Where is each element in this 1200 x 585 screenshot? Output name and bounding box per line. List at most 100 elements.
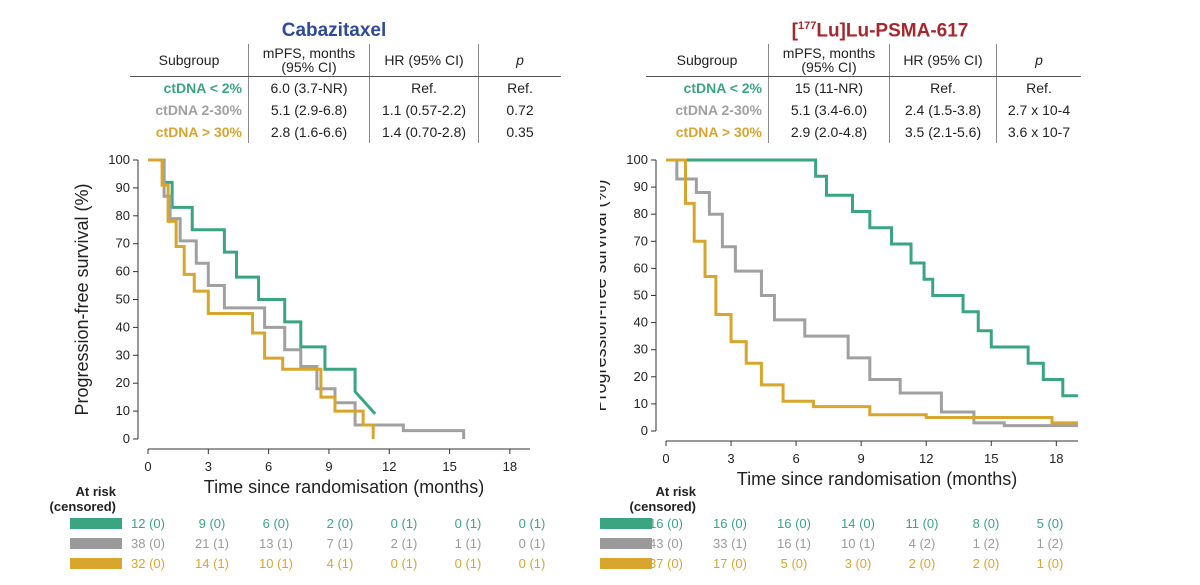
row-p: 3.6 x 10-7 — [996, 121, 1081, 143]
risk-row-swatch — [600, 558, 652, 569]
row-group: ctDNA < 2% — [683, 80, 762, 96]
at-risk-label: At risk (censored) — [49, 484, 116, 514]
y-tick-label: 90 — [116, 180, 130, 195]
series-line-2 — [666, 158, 1078, 428]
y-tick-label: 40 — [634, 315, 648, 330]
col-header-p: p — [996, 44, 1081, 77]
at-risk-count: 4 (2) — [908, 536, 936, 551]
y-tick-label: 90 — [634, 179, 648, 194]
risk-row-swatch — [70, 538, 122, 549]
row-hr: Ref. — [889, 76, 997, 99]
series-line-1 — [666, 158, 1078, 398]
at-risk-count: 33 (1) — [713, 536, 747, 551]
y-tick-label: 10 — [116, 403, 130, 418]
at-risk-count: 10 (1) — [841, 536, 875, 551]
row-mpfs: 15 (11-NR) — [768, 76, 890, 99]
at-risk-count: 3 (0) — [844, 556, 872, 571]
y-axis-label: Progression-free survival (%) — [600, 179, 610, 411]
row-group: ctDNA > 30% — [675, 124, 762, 140]
y-tick-label: 20 — [634, 369, 648, 384]
at-risk-count: 17 (0) — [713, 556, 747, 571]
col-header-mpfs: mPFS, months (95% CI) — [768, 44, 890, 77]
at-risk-count: 37 (0) — [649, 556, 683, 571]
y-tick-label: 80 — [634, 206, 648, 221]
col-header-mpfs: mPFS, months (95% CI) — [248, 44, 370, 77]
col-header-hr: HR (95% CI) — [889, 44, 997, 77]
at-risk-count: 9 (0) — [198, 516, 226, 531]
y-tick-label: 60 — [116, 264, 130, 279]
at-risk-count: 4 (1) — [326, 556, 354, 571]
y-tick-label: 0 — [641, 423, 648, 438]
row-hr: 2.4 (1.5-3.8) — [889, 99, 997, 121]
at-risk-count: 14 (0) — [841, 516, 875, 531]
at-risk-count: 43 (0) — [649, 536, 683, 551]
x-tick-label: 6 — [265, 459, 272, 474]
at-risk-count: 7 (1) — [326, 536, 354, 551]
col-header-subgroup: Subgroup — [646, 44, 769, 77]
y-tick-label: 50 — [116, 292, 130, 307]
y-tick-label: 70 — [634, 233, 648, 248]
row-mpfs: 5.1 (3.4-6.0) — [768, 99, 890, 121]
series-line-3 — [148, 158, 375, 439]
at-risk-count: 0 (1) — [518, 536, 546, 551]
x-tick-label: 3 — [205, 459, 212, 474]
at-risk-count: 16 (0) — [649, 516, 683, 531]
at-risk-label: At risk (censored) — [629, 484, 696, 514]
at-risk-count: 2 (0) — [326, 516, 354, 531]
panel-lu-psma: [177Lu]Lu-PSMA-617 Subgroup mPFS, months… — [600, 0, 1200, 585]
y-tick-label: 50 — [634, 288, 648, 303]
x-tick-label: 18 — [503, 459, 517, 474]
at-risk-count: 1 (2) — [972, 536, 1000, 551]
series-line-3 — [666, 158, 1078, 425]
row-p: Ref. — [478, 76, 561, 99]
row-p: 2.7 x 10-4 — [996, 99, 1081, 121]
row-hr: Ref. — [369, 76, 479, 99]
y-axis-label: Progression-free survival (%) — [72, 183, 92, 415]
row-mpfs: 2.8 (1.6-6.6) — [248, 121, 370, 143]
row-hr: 1.4 (0.70-2.8) — [369, 121, 479, 143]
at-risk-count: 1 (2) — [1036, 536, 1064, 551]
at-risk-count: 5 (0) — [1036, 516, 1064, 531]
x-tick-label: 3 — [727, 451, 734, 466]
row-group: ctDNA < 2% — [163, 80, 242, 96]
y-tick-label: 70 — [116, 236, 130, 251]
panel-title: Cabazitaxel — [281, 20, 387, 41]
y-tick-label: 0 — [123, 431, 130, 446]
at-risk-count: 32 (0) — [131, 556, 165, 571]
y-tick-label: 40 — [116, 319, 130, 334]
x-tick-label: 6 — [792, 451, 799, 466]
x-tick-label: 12 — [382, 459, 396, 474]
row-hr: 3.5 (2.1-5.6) — [889, 121, 997, 143]
row-mpfs: 5.1 (2.9-6.8) — [248, 99, 370, 121]
at-risk-count: 10 (1) — [259, 556, 293, 571]
at-risk-count: 5 (0) — [780, 556, 808, 571]
x-axis-label: Time since randomisation (months) — [737, 469, 1017, 489]
y-tick-label: 30 — [116, 347, 130, 362]
series-line-2 — [148, 158, 466, 439]
at-risk-count: 38 (0) — [131, 536, 165, 551]
risk-row-swatch — [600, 538, 652, 549]
x-tick-label: 0 — [144, 459, 151, 474]
km-chart-cabazitaxel: 0 10 20 30 40 50 60 70 80 90 100 0 3 6 9 12 15 18 Time sin… — [72, 152, 530, 497]
y-tick-label: 60 — [634, 260, 648, 275]
row-p: Ref. — [996, 76, 1081, 99]
at-risk-count: 0 (1) — [390, 556, 418, 571]
y-tick-label: 80 — [116, 208, 130, 223]
x-tick-label: 15 — [442, 459, 456, 474]
row-group: ctDNA 2-30% — [155, 102, 242, 118]
x-tick-label: 9 — [858, 451, 865, 466]
at-risk-count: 2 (0) — [972, 556, 1000, 571]
col-header-p: p — [478, 44, 561, 77]
row-mpfs: 6.0 (3.7-NR) — [248, 76, 370, 99]
row-p: 0.72 — [478, 99, 561, 121]
km-chart-lu-psma: 0 10 20 30 40 50 60 70 80 90 100 0 3 6 9 12 15 18 Time sin… — [600, 152, 1078, 489]
at-risk-count: 0 (1) — [454, 516, 482, 531]
y-tick-label: 100 — [626, 152, 648, 167]
col-header-subgroup: Subgroup — [130, 44, 249, 77]
row-hr: 1.1 (0.57-2.2) — [369, 99, 479, 121]
at-risk-count: 0 (1) — [390, 516, 418, 531]
at-risk-count: 0 (1) — [518, 516, 546, 531]
y-tick-label: 10 — [634, 396, 648, 411]
x-axis-label: Time since randomisation (months) — [204, 477, 484, 497]
risk-row-swatch — [70, 518, 122, 529]
